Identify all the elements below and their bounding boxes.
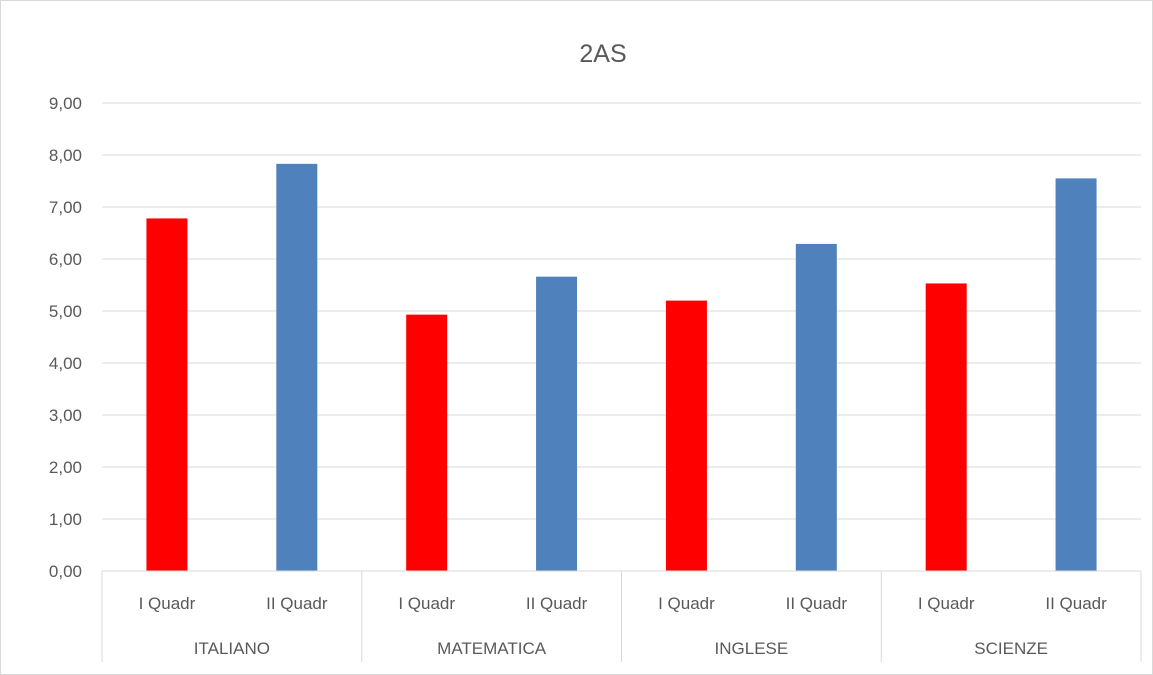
x-group-label: INGLESE <box>715 639 789 658</box>
chart-title: 2AS <box>579 40 626 68</box>
x-subcategory-label: I Quadr <box>918 594 975 613</box>
x-subcategory-label: I Quadr <box>658 594 715 613</box>
x-subcategory-label: II Quadr <box>526 594 588 613</box>
bar-matematica-2 <box>536 276 578 571</box>
y-tick-label: 4,00 <box>49 354 82 373</box>
y-tick-label: 6,00 <box>49 250 82 269</box>
bar-matematica-1 <box>406 314 448 571</box>
y-axis-ticks: 0,00 1,00 2,00 3,00 4,00 5,00 6,00 7,00 8,00 9,00 <box>49 94 82 581</box>
bar-scienze-1 <box>925 283 967 571</box>
x-subcategory-label: II Quadr <box>1045 594 1107 613</box>
y-tick-label: 0,00 <box>49 562 82 581</box>
bar-italiano-2 <box>276 163 318 571</box>
bar-inglese-2 <box>795 243 837 572</box>
y-tick-label: 8,00 <box>49 146 82 165</box>
x-group-label: MATEMATICA <box>437 639 547 658</box>
x-group-label: SCIENZE <box>974 639 1048 658</box>
x-subcategory-label: I Quadr <box>139 594 196 613</box>
x-subcategory-label: II Quadr <box>266 594 328 613</box>
y-tick-label: 3,00 <box>49 406 82 425</box>
y-tick-label: 7,00 <box>49 198 82 217</box>
y-tick-label: 5,00 <box>49 302 82 321</box>
bar-italiano-1 <box>146 218 188 571</box>
bar-scienze-2 <box>1055 178 1097 571</box>
x-group-label: ITALIANO <box>194 639 270 658</box>
y-tick-label: 2,00 <box>49 458 82 477</box>
y-tick-label: 9,00 <box>49 94 82 113</box>
x-axis: I Quadr II Quadr ITALIANO I Quadr II Quadr MA… <box>101 570 1142 662</box>
bar-inglese-1 <box>665 300 707 571</box>
x-subcategory-label: I Quadr <box>398 594 455 613</box>
y-tick-label: 1,00 <box>49 510 82 529</box>
x-subcategory-label: II Quadr <box>786 594 848 613</box>
bars <box>146 163 1097 572</box>
gridlines <box>102 102 1141 520</box>
